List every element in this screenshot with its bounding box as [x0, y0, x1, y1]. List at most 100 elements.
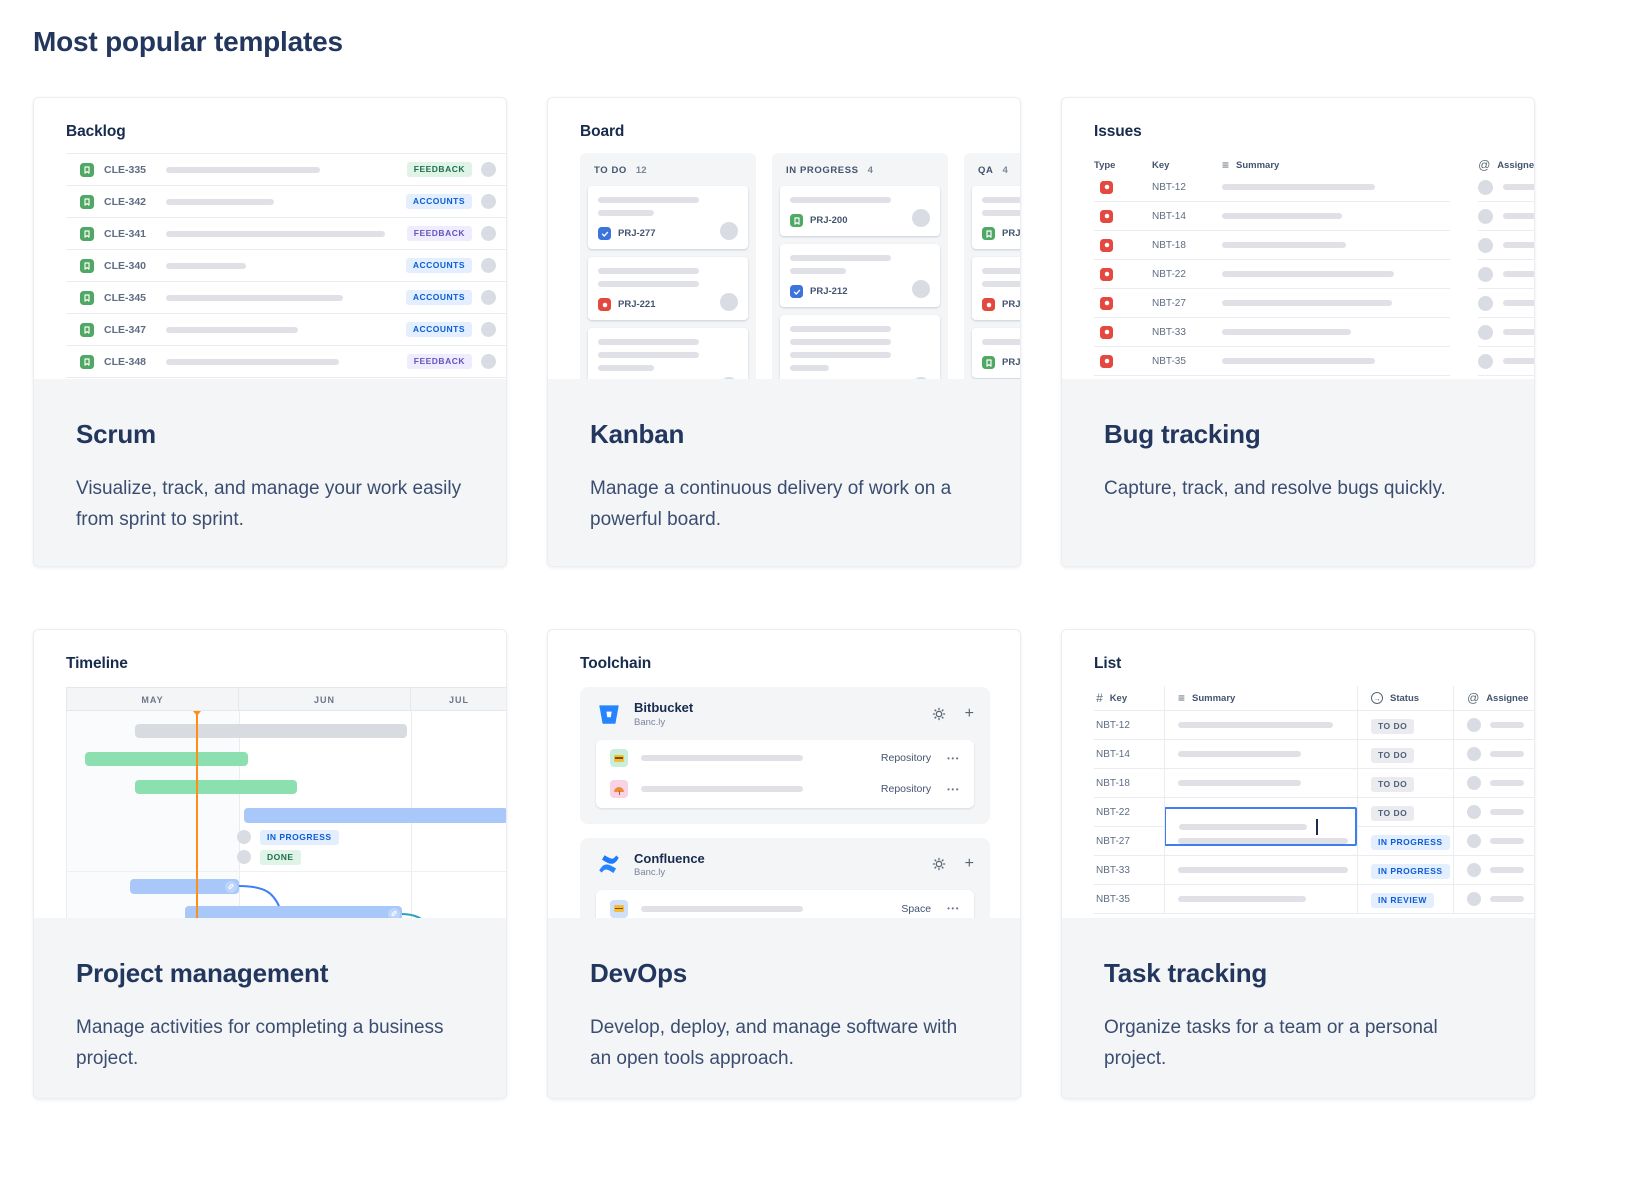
- board-issue-card: PRJ-277: [588, 186, 748, 249]
- preview-title: Issues: [1094, 123, 1142, 140]
- summary-skeleton-bar: [1178, 722, 1333, 728]
- avatar: [1467, 892, 1481, 906]
- summary-skeleton-bar: [1178, 838, 1348, 844]
- template-info: Project management Manage activities for …: [34, 918, 506, 1098]
- status-badge: IN PROGRESS: [1371, 864, 1450, 879]
- column-header-status: → Status: [1357, 692, 1453, 704]
- tool-org: Banc.ly: [634, 716, 666, 728]
- assignee-skeleton-bar: [1503, 271, 1534, 277]
- avatar: [912, 209, 930, 227]
- bug-issue-type-icon: [1100, 180, 1113, 194]
- avatar: [1478, 295, 1493, 311]
- bug-issue-type-icon: [1100, 296, 1113, 310]
- issue-key: PRJ-236: [1002, 228, 1020, 239]
- template-grid: Backlog CLE-335 FEEDBACK CLE-342 ACCOUNTS CLE…: [33, 97, 1630, 1099]
- skeleton-bar: [598, 281, 699, 287]
- avatar: [1467, 747, 1481, 761]
- issues-row: NBT-12: [1094, 173, 1534, 202]
- column-header-summary-label: Summary: [1192, 692, 1236, 704]
- tool-org: Banc.ly: [634, 867, 666, 879]
- template-description: Manage a continuous delivery of work on …: [590, 478, 952, 530]
- plus-icon: +: [964, 855, 974, 873]
- summary-cell: [1164, 896, 1357, 902]
- issue-key: CLE-335: [104, 163, 147, 176]
- summary-cell: [1164, 780, 1357, 786]
- avatar: [912, 280, 930, 298]
- row-divider: [67, 871, 506, 872]
- card-emoji-icon: [610, 749, 628, 768]
- summary-skeleton-bar: [1178, 896, 1306, 902]
- confluence-logo-icon: [596, 851, 622, 877]
- backlog-row: CLE-342 ACCOUNTS: [66, 186, 506, 218]
- issue-key: NBT-35: [1096, 893, 1130, 905]
- bug-issue-type-icon: [1100, 354, 1113, 368]
- summary-skeleton-bar: [1222, 242, 1346, 248]
- tool-name: Bitbucket: [634, 700, 694, 715]
- backlog-row: CLE-341 FEEDBACK: [66, 218, 506, 250]
- gantt-bar-blue: [244, 808, 506, 823]
- column-header-assignee-label: Assignee: [1497, 159, 1534, 171]
- column-divider: [1357, 686, 1358, 914]
- summary-cell: [1164, 867, 1357, 873]
- today-marker: [193, 711, 201, 918]
- column-header-summary-label: Summary: [1236, 159, 1280, 171]
- column-header-assignee: @ Assignee: [1453, 692, 1534, 704]
- summary-skeleton-bar: [1222, 271, 1394, 277]
- avatar: [1478, 266, 1493, 282]
- gear-icon: [932, 857, 946, 871]
- column-header-key: Key: [1152, 159, 1170, 171]
- template-card-scrum[interactable]: Backlog CLE-335 FEEDBACK CLE-342 ACCOUNTS CLE…: [33, 97, 507, 567]
- board-issue-card: PRJ-212: [780, 244, 940, 307]
- summary-cell: [1164, 838, 1357, 844]
- template-card-devops[interactable]: Toolchain Bitbucket Banc.ly + Repository ••• R…: [547, 629, 1021, 1099]
- timeline-body: IN PROGRESS DONE: [66, 711, 506, 918]
- backlog-row: CLE-345 ACCOUNTS: [66, 282, 506, 314]
- status-cell: TO DO: [1357, 716, 1453, 734]
- board-card-meta: PRJ-277: [598, 227, 738, 240]
- preview-title: Board: [580, 123, 625, 140]
- board-column-header: IN PROGRESS 4: [786, 165, 873, 176]
- skeleton-bar: [790, 352, 891, 358]
- more-options-icon: •••: [947, 753, 960, 763]
- column-header-summary: ≡ Summary: [1164, 692, 1357, 704]
- template-description: Manage activities for completing a busin…: [76, 1017, 444, 1069]
- skeleton-bar: [982, 281, 1020, 287]
- template-title: Project management: [76, 958, 329, 988]
- template-description: Capture, track, and resolve bugs quickly…: [1104, 478, 1446, 499]
- avatar: [1467, 805, 1481, 819]
- summary-skeleton-bar: [166, 326, 298, 333]
- assignee-skeleton-bar: [1503, 213, 1534, 219]
- name-skeleton-bar: [641, 905, 803, 912]
- board-issue-card: PRJ-290: [588, 328, 748, 379]
- issues-row: NBT-18: [1094, 231, 1534, 260]
- skeleton-bar: [598, 365, 654, 371]
- name-skeleton-bar: [641, 755, 803, 762]
- avatar: [1478, 353, 1493, 369]
- status-badge: DONE: [260, 850, 301, 865]
- tool-row: Space •••: [610, 893, 960, 918]
- assignee-skeleton-bar: [1503, 184, 1534, 190]
- status-badge: TO DO: [1371, 777, 1415, 792]
- summary-skeleton-bar: [166, 198, 274, 205]
- tool-actions: +: [932, 856, 974, 872]
- assignee-cell: [1453, 834, 1534, 848]
- template-card-project-management[interactable]: Timeline MAY JUN JUL IN PROGRESS DONE Project …: [33, 629, 507, 1099]
- status-cell: TO DO: [1357, 774, 1453, 792]
- status-cell: IN PROGRESS: [1357, 832, 1453, 850]
- avatar: [720, 222, 738, 240]
- backlog-row: CLE-348 FEEDBACK: [66, 346, 506, 378]
- story-issue-type-icon: [982, 356, 995, 369]
- template-card-task-tracking[interactable]: List # Key ≡ Summary → Status @ Assignee NBT-12 TO…: [1061, 629, 1535, 1099]
- board-issue-card: PRJ-146: [972, 257, 1020, 320]
- list-table-header: # Key ≡ Summary → Status @ Assignee: [1094, 686, 1534, 711]
- template-card-bug-tracking[interactable]: Issues Type Key ≡ Summary @ Assignee NBT-12 NBT-…: [1061, 97, 1535, 567]
- plus-icon: +: [964, 704, 974, 722]
- assignee-skeleton-bar: [1490, 780, 1524, 786]
- list-row: NBT-33 IN PROGRESS: [1094, 856, 1534, 885]
- avatar: [481, 354, 496, 369]
- summary-lines-icon: ≡: [1222, 158, 1230, 172]
